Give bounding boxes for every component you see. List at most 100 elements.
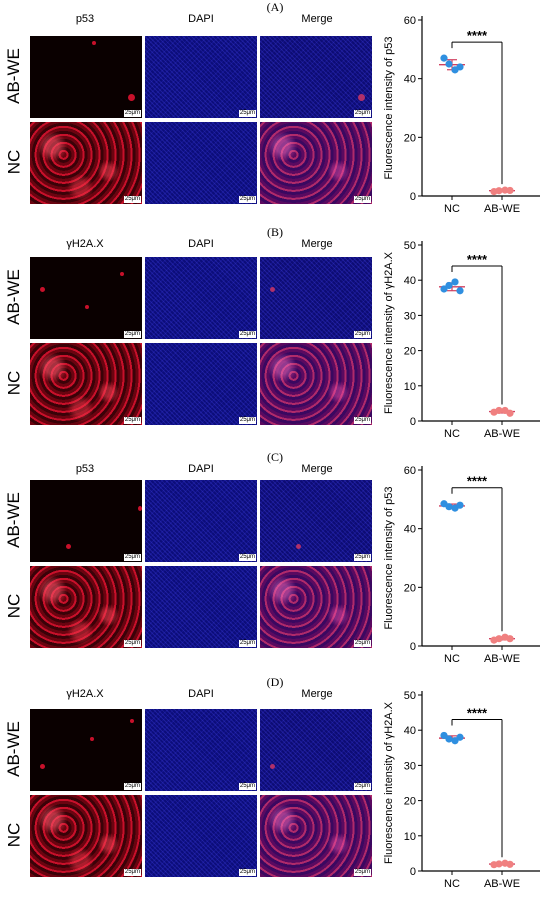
- y-tick-label: 0: [410, 191, 416, 203]
- x-tick-label: AB-WE: [484, 203, 520, 215]
- column-header-stain: p53: [75, 463, 95, 475]
- chart-svg: Fluorescence intensity of γH2A.X 0 10 20 30 4…: [383, 240, 540, 440]
- significance-label: ****: [467, 28, 488, 43]
- panel-b: (B) γH2A.X DAPI Merge AB-WE NC 25μm 25μm…: [0, 225, 550, 450]
- data-point: [495, 635, 503, 643]
- micrograph-nc-merge: 25μm: [260, 566, 372, 648]
- micrograph-abwe-merge: 25μm: [260, 480, 372, 562]
- y-tick-label: 10: [404, 381, 416, 393]
- panel-label: (B): [267, 225, 283, 239]
- data-point: [506, 635, 514, 643]
- row-header-nc: NC: [4, 370, 23, 396]
- data-point: [506, 860, 514, 868]
- scale-bar-label: 25μm: [123, 869, 141, 876]
- data-point: [506, 186, 514, 195]
- x-tick-label: NC: [444, 203, 460, 215]
- chart-svg: Fluorescence intensity of γH2A.X 0 10 20 30 4…: [383, 690, 540, 890]
- column-header-merge: Merge: [301, 463, 333, 475]
- micrograph-abwe-stain: 25μm: [30, 36, 142, 118]
- scale-bar-label: 25μm: [123, 554, 141, 561]
- y-tick-label: 0: [410, 866, 416, 878]
- row-header-abwe: AB-WE: [4, 269, 24, 325]
- y-tick-label: 40: [404, 524, 416, 536]
- scatter-chart: Fluorescence intensity of p53 0 20 40 60 NC AB…: [380, 456, 550, 666]
- data-point: [445, 503, 453, 511]
- micrograph-nc-dapi: 25μm: [145, 566, 257, 648]
- scale-bar-label: 25μm: [238, 554, 256, 561]
- y-tick-label: 30: [404, 310, 416, 322]
- micrograph-abwe-stain: 25μm: [30, 257, 142, 339]
- y-tick-label: 20: [404, 796, 416, 808]
- significance-label: ****: [467, 252, 488, 267]
- data-point: [456, 733, 464, 741]
- micrograph-abwe-dapi: 25μm: [145, 480, 257, 562]
- micrograph-abwe-dapi: 25μm: [145, 257, 257, 339]
- micrograph-abwe-dapi: 25μm: [145, 36, 257, 118]
- scale-bar-label: 25μm: [123, 110, 141, 117]
- y-tick-label: 0: [410, 641, 416, 653]
- micrograph-abwe-dapi: 25μm: [145, 709, 257, 791]
- y-tick-label: 60: [404, 465, 416, 477]
- y-tick-label: 60: [404, 15, 416, 27]
- y-axis-label: Fluorescence intensity of γH2A.X: [383, 251, 395, 414]
- y-tick-label: 40: [404, 74, 416, 86]
- y-tick-label: 30: [404, 760, 416, 772]
- micrograph-nc-stain: 25μm: [30, 343, 142, 425]
- micrograph-nc-dapi: 25μm: [145, 795, 257, 877]
- micrograph-nc-merge: 25μm: [260, 795, 372, 877]
- panel-label: (C): [267, 450, 283, 464]
- data-point: [445, 735, 453, 743]
- scale-bar-label: 25μm: [238, 110, 256, 117]
- x-tick-label: NC: [444, 653, 460, 665]
- micrograph-abwe-merge: 25μm: [260, 257, 372, 339]
- data-point: [495, 406, 503, 415]
- x-tick-label: NC: [444, 878, 460, 890]
- scale-bar-label: 25μm: [353, 417, 371, 424]
- scale-bar-label: 25μm: [123, 417, 141, 424]
- column-header-merge: Merge: [301, 688, 333, 700]
- scale-bar-label: 25μm: [123, 783, 141, 790]
- scale-bar-label: 25μm: [123, 331, 141, 338]
- x-tick-label: AB-WE: [484, 428, 520, 440]
- column-header-dapi: DAPI: [188, 238, 214, 250]
- data-point: [440, 54, 448, 62]
- scale-bar-label: 25μm: [238, 783, 256, 790]
- column-header-merge: Merge: [301, 238, 333, 250]
- row-header-abwe: AB-WE: [4, 48, 24, 104]
- y-tick-label: 50: [404, 690, 416, 702]
- micrograph-nc-dapi: 25μm: [145, 122, 257, 204]
- data-point: [440, 731, 448, 740]
- panel-label: (D): [266, 675, 284, 689]
- micrograph-abwe-merge: 25μm: [260, 36, 372, 118]
- column-header-stain: γH2A.X: [66, 688, 104, 700]
- row-header-abwe: AB-WE: [4, 492, 24, 548]
- data-point: [445, 281, 453, 290]
- row-header-nc: NC: [4, 593, 23, 619]
- data-point: [506, 409, 514, 417]
- column-header-dapi: DAPI: [188, 688, 214, 700]
- panel-a: (A) p53 DAPI Merge AB-WE NC 25μm 25μm 25…: [0, 0, 550, 225]
- column-header-stain: p53: [75, 13, 95, 25]
- x-tick-label: NC: [444, 428, 460, 440]
- data-point: [495, 860, 503, 868]
- x-tick-label: AB-WE: [484, 878, 520, 890]
- scale-bar-label: 25μm: [353, 331, 371, 338]
- column-header-dapi: DAPI: [188, 13, 214, 25]
- micrograph-nc-merge: 25μm: [260, 343, 372, 425]
- scale-bar-label: 25μm: [123, 196, 141, 203]
- data-point: [451, 278, 459, 286]
- scale-bar-label: 25μm: [353, 869, 371, 876]
- scale-bar-label: 25μm: [238, 869, 256, 876]
- micrograph-abwe-stain: 25μm: [30, 709, 142, 791]
- scale-bar-label: 25μm: [353, 196, 371, 203]
- y-tick-label: 10: [404, 831, 416, 843]
- row-header-abwe: AB-WE: [4, 721, 24, 777]
- scatter-chart: Fluorescence intensity of p53 0 20 40 60 NC AB…: [380, 6, 550, 216]
- micrograph-abwe-stain: 25μm: [30, 480, 142, 562]
- scale-bar-label: 25μm: [238, 640, 256, 647]
- data-point: [440, 285, 448, 293]
- data-point: [456, 501, 464, 509]
- scale-bar-label: 25μm: [238, 196, 256, 203]
- chart-svg: Fluorescence intensity of p53 0 20 40 60 NC AB…: [383, 465, 540, 665]
- x-tick-label: AB-WE: [484, 653, 520, 665]
